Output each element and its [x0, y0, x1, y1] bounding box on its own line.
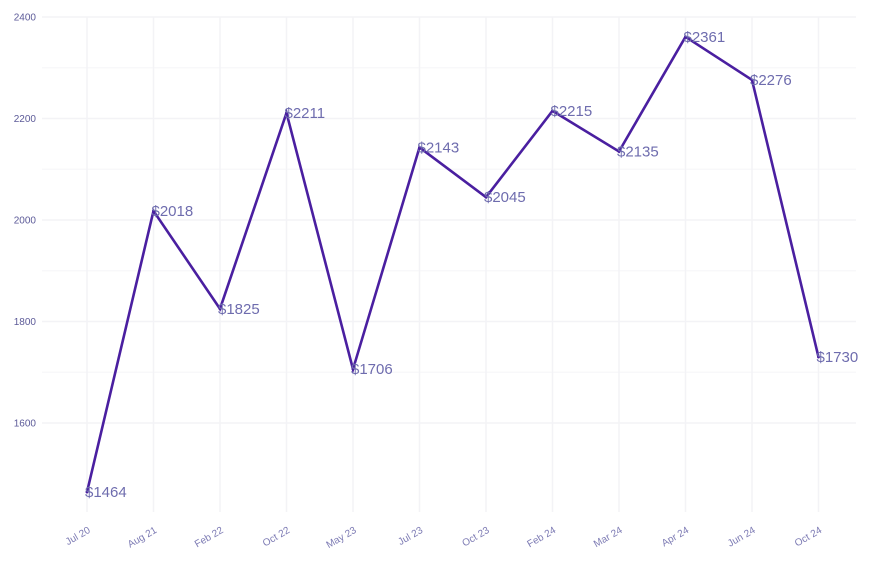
data-label: $2143 [418, 139, 460, 156]
series-line [85, 34, 820, 494]
data-label: $1825 [218, 301, 260, 318]
data-point [351, 367, 355, 371]
data-point [85, 490, 89, 494]
data-labels: $1464 $2018 $1825 $2211 $1706 $2143 $2045 $2215… [85, 29, 858, 501]
x-tick-label: Feb 22 [193, 525, 226, 550]
data-label: $2361 [684, 29, 726, 46]
data-point [617, 150, 621, 153]
x-tick-label: Jul 23 [396, 525, 425, 548]
x-tick-label: May 23 [325, 525, 359, 551]
x-tick-label: Oct 23 [460, 525, 491, 549]
y-tick-label: 2000 [14, 216, 37, 227]
data-label: $1706 [351, 361, 393, 378]
x-tick-label: Apr 24 [660, 525, 691, 549]
data-label: $2135 [617, 143, 659, 160]
x-tick-label: Feb 24 [526, 525, 559, 550]
x-tick-label: Jul 20 [64, 525, 93, 548]
data-point [285, 111, 288, 115]
data-point [817, 355, 820, 359]
x-tick-label: Jun 24 [726, 525, 758, 550]
data-label: $2215 [551, 103, 593, 120]
x-axis: Jul 20 Aug 21 Feb 22 Oct 22 May 23 Jul 23 Oct … [64, 525, 824, 551]
data-point [218, 307, 222, 311]
y-tick-label: 2400 [14, 13, 37, 24]
y-axis: 1600 1800 2000 2200 2400 [14, 13, 37, 430]
y-tick-label: 1600 [14, 419, 37, 430]
data-point [551, 109, 554, 113]
data-point [484, 195, 488, 199]
series [85, 34, 820, 494]
data-label: $1464 [85, 484, 127, 501]
x-tick-label: Oct 22 [261, 525, 292, 549]
x-tick-label: Oct 24 [793, 525, 824, 549]
data-label: $2211 [285, 105, 326, 122]
x-tick-label: Mar 24 [592, 525, 625, 550]
data-label: $2018 [152, 203, 194, 220]
data-label: $2045 [484, 189, 526, 206]
data-point [418, 146, 421, 149]
y-tick-label: 2200 [14, 114, 37, 125]
data-point [684, 35, 687, 39]
data-point [152, 209, 155, 213]
data-label: $2276 [750, 72, 792, 89]
data-point [750, 78, 754, 82]
y-tick-label: 1800 [14, 317, 37, 328]
x-tick-label: Aug 21 [126, 525, 159, 551]
data-label: $1730 [817, 349, 859, 366]
gridlines [42, 16, 856, 512]
